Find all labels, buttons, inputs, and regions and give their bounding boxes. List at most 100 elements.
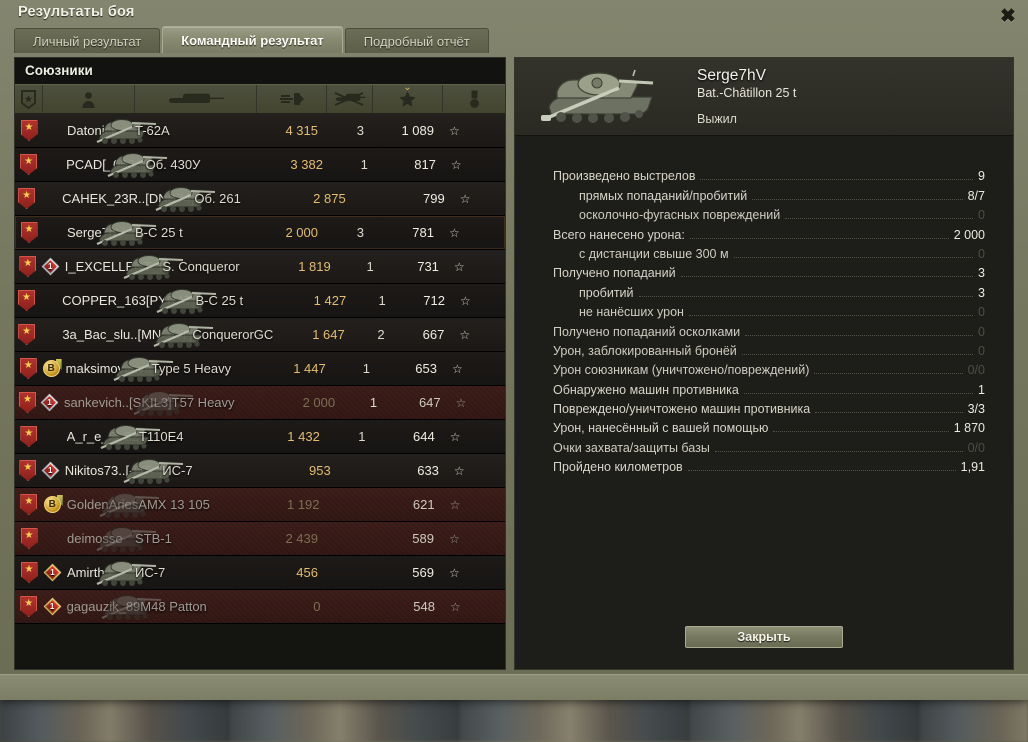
tab-detailed-report[interactable]: Подробный отчёт [344,28,489,53]
stat-label: Очки захвата/защиты базы [553,440,710,455]
row-kills [340,454,383,487]
table-row[interactable]: ★ COPPER_163[PYRAT] B-C 25 t 1 427 1 [15,284,505,318]
row-kills: 1 [360,157,368,172]
rank-medal-badge-icon: B [42,359,62,378]
stat-value: 1,91 [960,460,985,475]
rank-diamond-badge-icon: 1 [41,461,60,480]
tank-icon [168,93,224,103]
tank-thumbnail-icon [96,527,157,552]
tab-personal-result[interactable]: Личный результат [14,28,161,53]
stat-value: 0 [978,324,985,339]
tank-thumbnail-icon [96,221,157,246]
column-vehicle[interactable] [135,85,257,113]
row-player[interactable]: B GoldenAries [43,488,138,521]
table-row[interactable]: ★ 1 gagauzik_89 M48 Patton 0 5 [15,590,505,624]
tank-thumbnail-icon [99,493,160,518]
star-icon: ☆ [452,361,463,376]
table-row[interactable]: ★ Serge7hV B-C 25 t 2 000 3 781 [15,216,505,250]
table-row[interactable]: ★ 1 sankevich..[SKIL3] T57 Heavy 2 000 1 [15,386,505,420]
stat-row: Пройдено километров 1,91 [553,455,985,474]
tank-thumbnail-icon [155,187,216,212]
row-player[interactable]: 1 I_EXCELLENT_I [41,250,162,283]
shell-damage-icon [279,93,304,105]
rank-badge-empty [38,189,57,208]
stat-value: 8/7 [967,188,985,203]
row-experience: 589 [412,531,434,546]
rank-diamond-badge-icon: 1 [40,393,59,412]
stat-row: пробитий 3 [553,280,985,300]
table-row[interactable]: ★ deimosse STB-1 2 439 589 [15,522,505,556]
close-icon[interactable]: ✖ [999,6,1017,27]
row-kills: 1 [366,259,374,274]
row-vehicle-name: Об. 261 [194,191,241,206]
row-team-shield: ★ [15,522,43,555]
column-team-shield[interactable] [15,85,43,113]
row-experience: 653 [415,361,437,376]
team-shield-icon: ★ [20,562,38,583]
row-player[interactable]: B maksimovvova [42,352,152,385]
row-player[interactable]: 1 Nikitos73..[-DT--] [41,454,162,487]
window-titlebar: Результаты боя ✖ [0,0,1028,27]
row-achievements: ☆ [444,488,505,521]
row-player[interactable]: 1 sankevich..[SKIL3] [40,386,172,419]
column-kills[interactable] [327,85,373,113]
detail-player-name: Serge7hV [697,67,766,84]
table-row[interactable]: ★ PCAD[_058_] Об. 430У 3 382 1 817 [15,148,505,182]
stat-dotted-leader [700,179,974,181]
column-player[interactable] [43,85,135,113]
row-player[interactable]: 1 Amirthik [43,556,135,589]
row-kills: 3 [356,123,364,138]
stat-value: 0 [978,208,985,223]
team-shield-icon: ★ [20,494,38,515]
table-row[interactable]: ★ 1 Amirthik ИС-7 456 569 [15,556,505,590]
stat-label: Получено попаданий [553,266,676,281]
rank-diamond-badge-icon: 1 [43,563,62,582]
table-row[interactable]: ★ Datonick T-62A 4 315 3 1 089 [15,114,505,148]
rank-badge-empty [43,121,62,140]
star-icon: ☆ [453,463,465,478]
column-achievements[interactable] [443,85,505,113]
row-team-shield: ★ [15,420,43,453]
star-xp-icon [399,91,416,107]
player-detail-panel: Serge7hV Bat.-Châtillon 25 t Выжил Произ… [514,57,1014,670]
team-shield-icon: ★ [20,596,38,617]
row-experience: 731 [417,259,439,274]
column-experience[interactable]: ⌄ [373,83,443,113]
table-row[interactable]: ★ 3a_Bac_slu..[MNGCT] ConquerorGC 1 647 … [15,318,505,352]
tab-team-result[interactable]: Командный результат [162,26,343,53]
row-vehicle: B-C 25 t [157,284,295,317]
player-card: Serge7hV Bat.-Châtillon 25 t Выжил [515,58,1013,136]
row-achievements: ☆ [450,386,505,419]
star-icon: ☆ [449,565,460,580]
row-vehicle-name: T-62A [135,123,170,138]
row-vehicle: T57 Heavy [133,386,281,419]
table-row[interactable]: ★ B maksimovvova Type 5 Heavy 1 447 1 [15,352,505,386]
close-button[interactable]: Закрыть [685,626,843,648]
stat-dotted-leader [714,450,963,452]
stat-dotted-leader [785,218,974,220]
row-team-shield: ★ [15,556,43,589]
row-kills [329,488,375,521]
row-player[interactable]: 1 gagauzik_89 [43,590,140,623]
table-row[interactable]: ★ 1 I_EXCELLENT_I S. Conqueror 1 819 1 [15,250,505,284]
row-vehicle-name: AMX 13 105 [138,497,210,512]
team-shield-icon [21,89,36,109]
table-row[interactable]: ★ 1 Nikitos73..[-DT--] ИС-7 953 [15,454,505,488]
stat-label: осколочно-фугасных повреждений [579,208,781,223]
star-icon: ☆ [459,191,471,206]
row-vehicle: B-C 25 t [96,216,257,249]
stat-label: Получено попаданий осколками [553,324,741,339]
stat-value: 3 [978,266,985,281]
table-row[interactable]: ★ A_r_e_S_82 T110E4 1 432 1 644 [15,420,505,454]
table-column-header: ⌄ [15,83,505,114]
row-achievements: ☆ [448,250,505,283]
column-damage[interactable] [257,85,327,113]
star-icon: ☆ [453,259,465,274]
table-row[interactable]: ★ CAHEK_23R..[DNB74] Об. 261 2 875 7 [15,182,505,216]
row-experience: 621 [412,497,435,512]
table-row[interactable]: ★ B GoldenAries AMX 13 105 1 192 [15,488,505,522]
row-achievements: ☆ [443,114,505,147]
rank-diamond-badge-icon: 1 [41,257,60,276]
stat-value: 1 870 [953,421,985,436]
allies-panel: Союзники [14,57,506,670]
